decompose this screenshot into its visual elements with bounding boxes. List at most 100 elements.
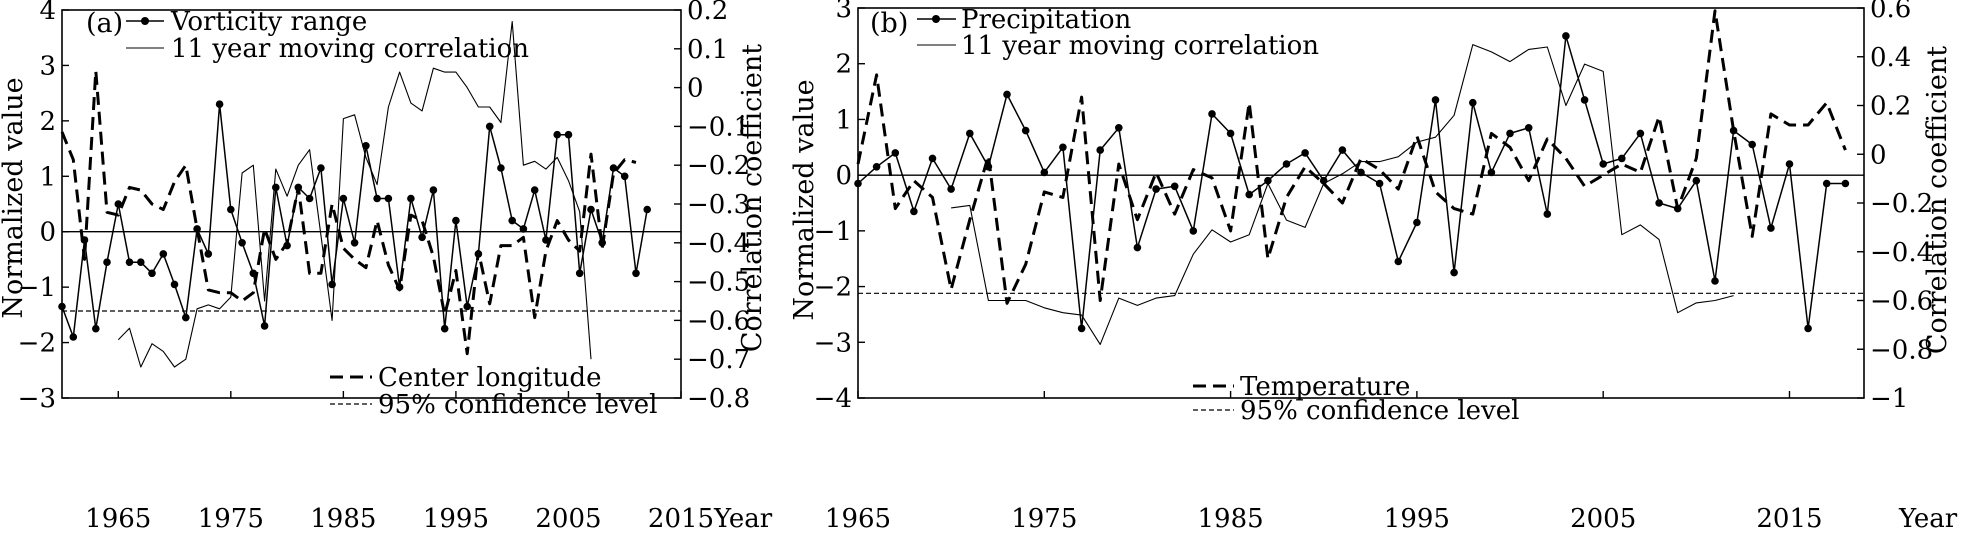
panel-b-point-precipitation	[1115, 124, 1123, 132]
panel-b-point-precipitation	[1245, 190, 1253, 199]
panel-b-y2-tick-label: −0.8	[1870, 335, 1933, 365]
panel-b-series	[854, 9, 1864, 345]
panel-a-point-vorticity-range	[137, 258, 145, 267]
panel-b-y-tick-label: −1	[814, 217, 852, 247]
panel-a-point-vorticity-range	[215, 100, 224, 108]
panel-b-point-precipitation	[1599, 160, 1607, 168]
panel-b-point-precipitation	[1524, 124, 1533, 132]
panel-a-point-vorticity-range	[508, 216, 516, 225]
panel-b-y2-tick-label: 0	[1870, 140, 1887, 170]
panel-b-x-tick-label: 1985	[1198, 504, 1264, 534]
panel-a-x-tick-label: 1965	[85, 504, 151, 534]
panel-a-y-tick-label: −2	[18, 329, 56, 359]
panel-b-point-precipitation	[1431, 96, 1440, 104]
panel-a-y2-tick-label: −0.7	[687, 345, 750, 375]
panel-b-point-precipitation	[1822, 179, 1831, 188]
panel-b-plot-frame	[857, 7, 1865, 399]
panel-a-y-axis-title: Normalized value	[0, 77, 29, 318]
panel-a-point-vorticity-range	[519, 225, 528, 233]
panel-b-y2-tick-label: 0.4	[1870, 43, 1911, 73]
panel-a-point-vorticity-range	[103, 258, 111, 267]
panel-b-y2-tick-label: −0.4	[1870, 238, 1933, 268]
panel-a-y-tick-label: 0	[39, 218, 56, 248]
panel-b-point-precipitation	[1748, 140, 1756, 149]
panel-a-y2-tick-label: 0	[687, 74, 704, 104]
panel-b-point-precipitation	[872, 163, 881, 171]
panel-b-y-tick-label: −4	[814, 384, 852, 414]
panel-b-point-precipitation	[1413, 218, 1421, 227]
panel-a-point-vorticity-range	[373, 194, 381, 203]
panel-b-point-precipitation	[1711, 277, 1719, 285]
panel-a-point-vorticity-range	[227, 205, 235, 214]
panel-b-point-precipitation	[1096, 146, 1104, 154]
panel-a-legend-center-longitude-label: Center longitude	[378, 363, 601, 393]
panel-a: −3 −2 −1 0 1 2 3 4 0.2 0.1 0 −0.1 −0.2 −0.3 −0.4 −0.5 −0…	[0, 0, 773, 534]
panel-a-x-tick-label: 1985	[310, 504, 376, 534]
panel-a-point-vorticity-range	[384, 194, 393, 203]
panel-b-y-tick-label: 3	[835, 0, 852, 24]
panel-a-point-vorticity-range	[204, 250, 213, 258]
panel-b-point-precipitation	[1692, 176, 1701, 185]
panel-a-point-vorticity-range	[497, 164, 505, 172]
panel-b-point-precipitation	[1226, 129, 1235, 138]
panel-a-point-vorticity-range	[530, 186, 539, 194]
panel-b-point-precipitation	[1003, 90, 1011, 99]
panel-a-series-center-longitude	[60, 69, 637, 356]
panel-b-point-precipitation	[1618, 154, 1626, 163]
panel-b-series-11-year-moving-correlation	[951, 44, 1734, 345]
panel-b-label: (b)	[870, 8, 908, 39]
panel-a-point-vorticity-range	[159, 250, 168, 258]
panel-b-point-precipitation	[910, 207, 918, 216]
panel-b-y2-tick-label: 0.2	[1870, 92, 1911, 122]
panel-b-point-precipitation	[1040, 168, 1049, 177]
panel-b-point-precipitation	[1562, 32, 1570, 40]
panel-b-point-precipitation	[1059, 143, 1067, 152]
panel-b-ticks: −4 −3 −2 −1 0 1 2 3 0.6 0.4 0.2 0 −0.2 −0.4 −0.6 −0.8 −1…	[814, 0, 1933, 534]
panel-b-y2-tick-label: −0.2	[1870, 189, 1933, 219]
panel-a-point-vorticity-range	[553, 130, 561, 139]
panel-a-ticks: −3 −2 −1 0 1 2 3 4 0.2 0.1 0 −0.1 −0.2 −0.3 −0.4 −0.5 −0…	[18, 0, 750, 534]
panel-a-point-vorticity-range	[609, 164, 618, 172]
panel-b-point-precipitation	[1636, 129, 1645, 138]
panel-a-legend-vorticity-marker	[141, 17, 149, 25]
panel-b-point-precipitation	[947, 185, 955, 193]
panel-a-point-vorticity-range	[643, 205, 651, 214]
panel-a-y-tick-label: −3	[18, 384, 56, 414]
panel-b-x-axis-title: Year	[1898, 504, 1958, 534]
panel-b-point-precipitation	[1301, 149, 1309, 157]
panel-a-point-vorticity-range	[452, 216, 460, 225]
panel-b-point-precipitation	[1208, 110, 1216, 118]
panel-b-point-precipitation	[1450, 268, 1458, 277]
panel-a-y-tick-label: 2	[39, 107, 56, 137]
panel-a-y2-tick-label: −0.3	[687, 190, 750, 220]
panel-a-point-vorticity-range	[260, 322, 269, 330]
panel-b-point-precipitation	[1133, 243, 1142, 252]
panel-a-y-tick-label: 1	[39, 162, 56, 192]
panel-b-y-axis-title: Normalized value	[789, 79, 820, 320]
panel-b-point-precipitation	[1506, 129, 1514, 138]
panel-b-point-precipitation	[1189, 227, 1198, 235]
panel-b-point-precipitation	[1264, 176, 1272, 185]
panel-a-point-vorticity-range	[350, 239, 359, 247]
panel-b-point-precipitation	[1729, 126, 1738, 135]
panel-b-legend-precip-marker	[932, 15, 940, 23]
panel-a-y2-tick-label: 0.1	[687, 35, 728, 65]
panel-b-legend-precip-label: Precipitation	[961, 5, 1132, 35]
panel-b-point-precipitation	[1282, 160, 1291, 168]
panel-a-point-vorticity-range	[182, 313, 190, 322]
panel-a-x-axis-title: Year	[713, 504, 773, 534]
panel-a-plot-frame	[61, 9, 682, 399]
panel-a-y2-tick-label: 0.2	[687, 0, 728, 26]
panel-a-x-tick-label: 1995	[423, 504, 489, 534]
panel-b-point-precipitation	[1804, 324, 1812, 333]
panel-a-legend-vorticity-label: Vorticity range	[170, 7, 367, 37]
panel-a-y2-tick-label: −0.4	[687, 229, 750, 259]
panel-b-y-tick-label: 0	[835, 161, 852, 191]
panel-a-point-vorticity-range	[69, 333, 78, 341]
panel-a-point-vorticity-range	[429, 186, 438, 194]
panel-a-point-vorticity-range	[620, 172, 629, 181]
panel-a-point-vorticity-range	[238, 239, 246, 247]
panel-b-x-tick-label: 1995	[1384, 504, 1450, 534]
panel-a-point-vorticity-range	[407, 194, 415, 203]
